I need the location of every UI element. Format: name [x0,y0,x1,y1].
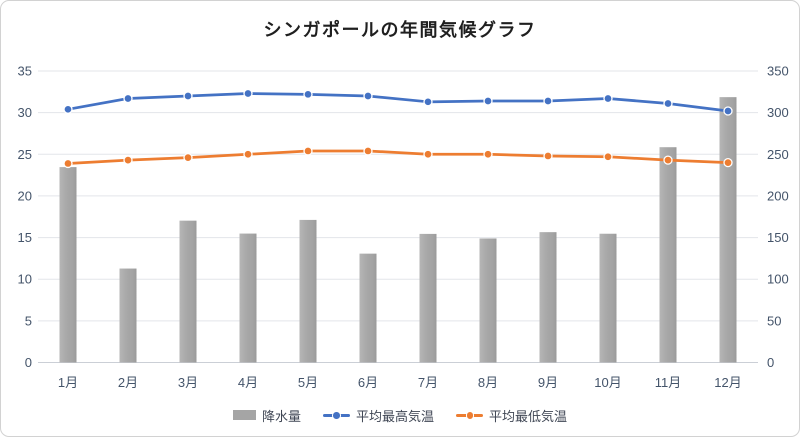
legend-item-max-temp: 平均最高気温 [322,406,434,425]
min-temp-line-icon [456,411,483,420]
max-temp-point [723,106,733,116]
max-temp-line [66,92,730,113]
min-temp-point [183,152,193,163]
x-axis-month-label: 10月 [594,375,621,390]
x-axis-month-label: 12月 [714,375,741,390]
min-temp-point [63,158,73,169]
x-axis-month-label: 3月 [178,375,198,390]
min-temp-point [723,157,733,168]
max-temp-point [183,91,193,101]
precipitation-swatch-icon [232,410,256,420]
min-temp-point [663,155,673,165]
min-temp-point [543,151,553,161]
y-axis-right-tick: 100 [767,272,789,287]
y-axis-right-tick: 50 [767,313,781,328]
max-temp-point [243,88,253,99]
chart-title: シンガポールの年間気候グラフ [263,20,537,40]
precipitation-bar-sheen [119,268,137,363]
precipitation-bar-sheen [719,97,737,363]
x-axis-month-label: 5月 [298,375,318,390]
y-axis-right-tick: 150 [767,230,789,245]
legend: 降水量 平均最高気温 平均最低気温 [1,406,799,424]
min-temp-point [363,146,373,156]
x-axis-month-label: 11月 [655,375,682,390]
precipitation-bar-sheen [599,233,617,363]
y-axis-left-tick: 5 [25,313,32,328]
max-temp-point [123,93,133,104]
max-temp-point [63,104,73,114]
min-temp-point [423,149,433,159]
legend-label-precipitation: 降水量 [261,408,301,424]
legend-item-min-temp: 平均最低気温 [456,406,567,425]
y-axis-right-tick: 350 [767,64,789,79]
precipitation-bar-sheen [359,253,377,363]
y-axis-right-tick: 0 [767,355,774,370]
min-temp-point [123,155,133,165]
precipitation-bar-sheen [479,238,497,363]
max-temp-point [483,96,493,106]
min-temp-point [243,149,253,159]
y-axis-right-tick: 200 [767,188,789,203]
x-axis-month-label: 2月 [118,375,138,390]
x-axis-month-label: 8月 [478,375,498,390]
precipitation-bar-sheen [59,167,77,363]
y-axis-left-tick: 35 [18,64,32,79]
min-temp-point [603,152,613,162]
precipitation-bar-sheen [299,219,317,363]
y-axis-left-tick: 20 [18,188,32,203]
x-axis-month-label: 1月 [58,375,78,390]
max-temp-point [363,91,373,101]
legend-item-precipitation: 降水量 [232,406,301,425]
max-temp-point [543,96,553,106]
max-temp-line-icon [322,411,350,420]
x-axis-month-label: 9月 [538,375,558,390]
y-axis-left-tick: 10 [18,272,32,287]
y-axis-right-tick: 250 [767,147,789,162]
y-axis-right-tick: 300 [767,105,789,120]
legend-label-max-temp: 平均最高気温 [355,408,434,424]
y-axis-left-tick: 0 [25,355,32,370]
precipitation-bar-sheen [179,220,197,363]
max-temp-point [603,93,613,104]
y-axis-left-tick: 30 [18,105,32,120]
precipitation-bar-sheen [419,233,437,363]
precipitation-bar-sheen [659,147,677,363]
min-temp-point [303,146,313,156]
x-axis-month-label: 6月 [358,375,378,390]
y-axis-left-tick: 15 [18,230,32,245]
min-temp-line [66,149,730,165]
x-axis-month-label: 4月 [238,375,258,390]
max-temp-point [663,98,673,109]
precipitation-bar-sheen [539,232,557,363]
min-temp-point [483,149,493,159]
x-axis-month-label: 7月 [418,375,438,390]
legend-label-min-temp: 平均最低気温 [489,408,568,424]
y-axis-left-tick: 25 [18,147,32,162]
max-temp-point [423,97,433,107]
max-temp-point [303,89,313,99]
precipitation-bar-sheen [239,233,257,363]
